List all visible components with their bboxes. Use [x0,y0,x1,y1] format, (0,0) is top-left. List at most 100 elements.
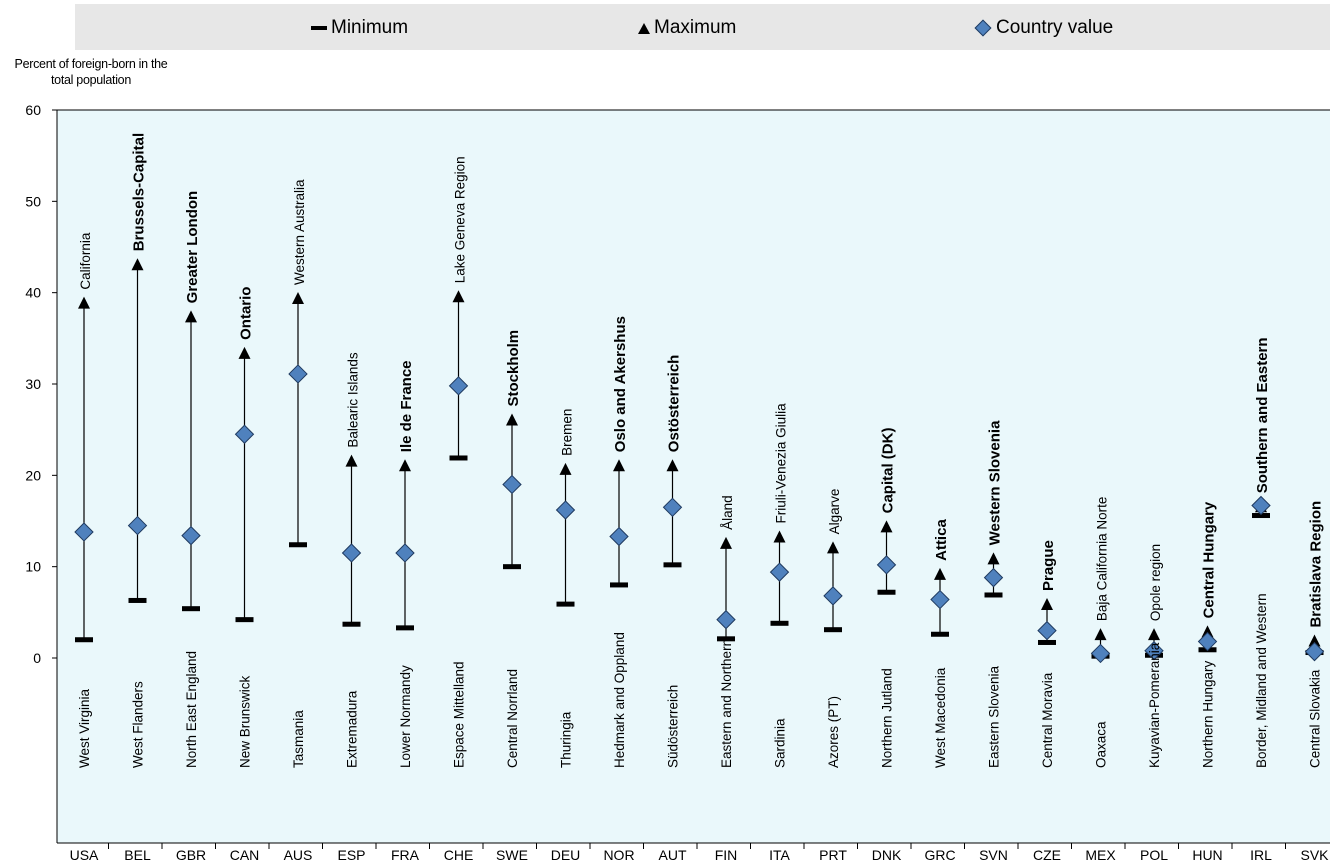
country-value-marker [609,526,629,547]
legend-minimum: Minimum [311,17,408,39]
min-region-label: Oaxaca [1094,721,1109,768]
maximum-marker [238,346,251,359]
country-value-marker [716,609,736,630]
min-region-label: Tasmania [291,710,306,768]
max-region-label: Western Australia [292,179,307,285]
country-value-marker [1090,643,1111,664]
country-value-marker [662,497,683,518]
legend-minimum-label: Minimum [331,17,409,38]
maximum-marker [78,296,90,309]
minimum-marker [75,637,93,643]
minimum-marker [663,562,682,568]
min-region-label: West Macedonia [933,667,948,768]
min-region-label: North East England [184,651,199,768]
max-region-label: Brussels-Capital [131,133,148,251]
minimum-marker [342,621,361,627]
minimum-marker [503,564,521,570]
maximum-marker [1308,634,1321,647]
max-region-label: Lake Geneva Region [453,156,468,283]
max-region-label: Baja California Norte [1095,497,1110,622]
legend-maximum: Maximum [638,17,736,39]
y-axis-label: Percent of foreign-born in the total pop… [14,57,168,87]
maximum-marker [934,567,946,580]
min-region-label: Thuringia [559,711,574,768]
min-region-label: West Virginia [77,688,92,768]
country-value-marker [823,586,843,606]
country-value-marker [1037,620,1057,641]
country-value-marker [341,543,362,563]
max-region-label: Southern and Eastern [1254,337,1271,493]
max-region-label: Ile de France [398,360,415,452]
country-value-marker [769,562,790,582]
x-tick-label: GBR [176,847,206,863]
min-region-label: Azores (PT) [826,696,841,768]
max-region-label: Stockholm [505,330,522,407]
y-tick-label: 0 [33,650,41,666]
country-value-marker [448,376,469,396]
maximum-marker [131,258,144,271]
min-region-label: Eastern and Northern [719,639,734,768]
maximum-marker [773,530,786,543]
x-tick-label: HUN [1192,847,1222,863]
country-value-marker [876,555,897,575]
x-tick-label: MEX [1085,847,1116,863]
minimum-marker [717,636,735,642]
max-region-label: Oslo and Akershus [612,316,629,452]
legend-country-value: Country value [974,17,1113,39]
x-tick-label: PRT [819,847,847,863]
x-tick-label: CHE [444,847,474,863]
max-region-label: Prague [1040,540,1057,591]
maximum-marker [1041,598,1053,611]
minimum-marker [824,627,842,633]
max-region-label: Balearic Islands [346,352,361,448]
maximum-marker [666,459,679,472]
min-region-label: New Brunswick [238,675,253,768]
minimum-marker [770,620,789,626]
x-tick-label: DNK [872,847,902,863]
maximum-marker [1094,628,1107,641]
max-region-label: Algarve [827,489,842,535]
min-region-label: Espace Mittelland [452,661,467,768]
maximum-marker [720,536,732,549]
legend-maximum-label: Maximum [654,17,737,38]
x-tick-label: AUT [659,847,687,863]
country-value-marker [127,515,148,536]
min-region-label: Central Slovakia [1308,669,1323,768]
x-tick-label: SVN [979,847,1008,863]
maximum-marker-icon [638,22,650,34]
x-tick-label: FIN [715,847,738,863]
minimum-marker [289,542,307,548]
minimum-marker [235,617,254,623]
min-region-label: Kuyavian-Pomerania [1147,642,1162,768]
plot-area [57,110,1330,843]
max-region-label: Ostösterreich [666,355,683,453]
x-tick-label: IRL [1250,847,1272,863]
maximum-marker [292,292,304,305]
country-value-marker [288,364,308,384]
maximum-marker [559,462,572,475]
country-value-marker [1197,631,1218,652]
y-tick-label: 20 [25,467,41,483]
maximum-marker [987,552,1000,565]
x-tick-label: ITA [769,847,790,863]
min-region-label: West Flanders [131,681,146,768]
x-tick-label: USA [70,847,99,863]
min-region-label: Northern Hungary [1201,660,1216,768]
min-region-label: Extremadura [345,690,360,768]
minimum-marker-icon [311,26,327,30]
country-value-marker [1304,641,1325,662]
max-region-label: Friuli-Venezia Giulia [774,403,789,524]
country-value-marker [1251,495,1271,516]
minimum-marker [1252,513,1270,519]
minimum-marker [556,601,575,607]
maximum-marker [1201,625,1214,638]
minimum-marker [449,455,468,461]
y-tick-label: 30 [25,376,41,392]
maximum-marker [399,459,411,472]
max-region-label: Ontario [238,287,255,340]
minimum-marker [182,606,200,612]
country-value-marker [983,567,1004,588]
minimum-marker [610,582,628,588]
minimum-marker [877,589,896,595]
minimum-marker [396,625,414,631]
